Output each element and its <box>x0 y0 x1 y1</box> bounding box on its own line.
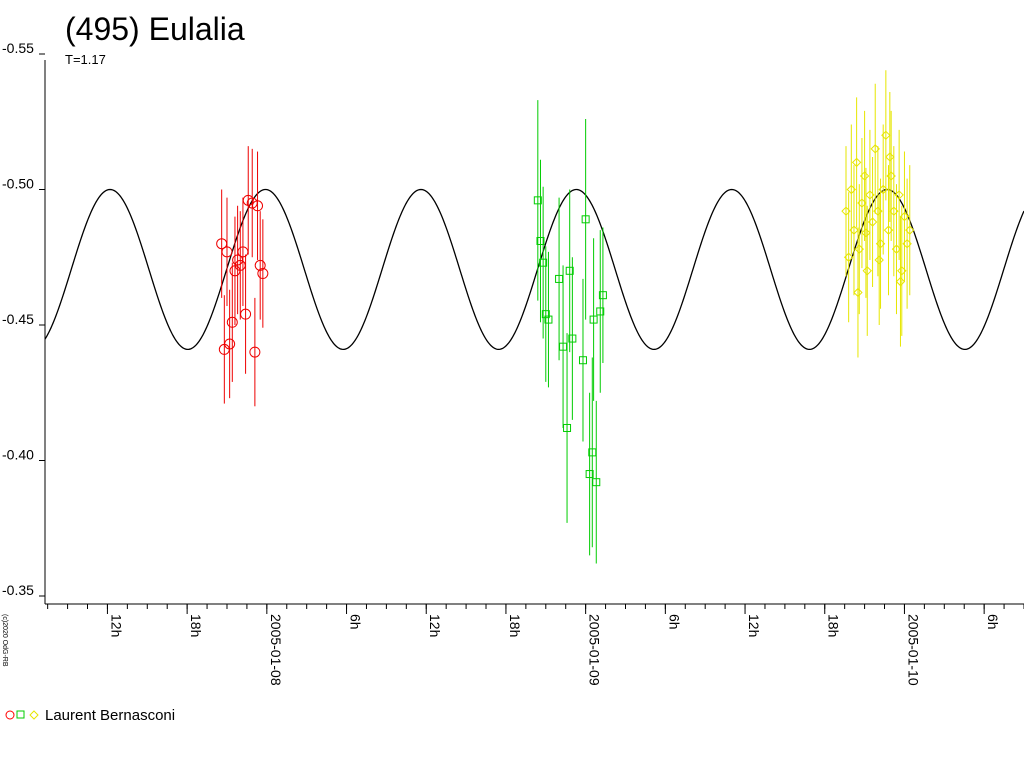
data-point-square <box>536 236 545 245</box>
data-point-diamond <box>851 157 862 168</box>
data-point-circle <box>221 246 233 258</box>
legend: Laurent Bernasconi <box>5 707 175 724</box>
x-tick-label: 18h <box>507 614 523 637</box>
chart-subtitle: T=1.17 <box>65 52 106 67</box>
y-tick-label: -0.45 <box>2 311 34 327</box>
data-point-square <box>596 307 605 316</box>
data-series <box>216 70 915 564</box>
data-point-square <box>533 196 542 205</box>
y-axis-ticks: -0.55 -0.50 -0.45 -0.40 -0.35 <box>2 40 45 598</box>
data-point-circle <box>226 316 238 328</box>
series-circle <box>216 146 269 407</box>
x-tick-label: 12h <box>108 614 124 637</box>
x-tick-label: 2005-01-10 <box>905 614 921 686</box>
data-point-circle <box>249 346 261 358</box>
data-point-circle <box>254 259 266 271</box>
data-point-square <box>563 423 572 432</box>
data-point-diamond <box>862 266 872 276</box>
legend-circle-marker <box>5 710 15 720</box>
x-tick-label: 18h <box>826 614 842 637</box>
x-axis-ticks: 12h 18h 2005-01-08 6h 12h 18h 2005-01-09 6h 12h 1… <box>47 604 1024 686</box>
y-tick-label: -0.50 <box>2 176 34 192</box>
data-point-square <box>539 258 548 267</box>
data-point-diamond <box>849 225 859 235</box>
y-tick-label: -0.40 <box>2 447 34 463</box>
data-point-diamond <box>881 130 891 141</box>
data-point-square <box>578 356 587 365</box>
data-point-square <box>544 315 553 324</box>
data-point-square <box>592 478 601 487</box>
series-diamond <box>841 70 915 358</box>
data-point-diamond <box>894 190 904 200</box>
x-tick-label: 18h <box>188 614 204 637</box>
data-point-square <box>598 291 607 300</box>
data-point-square <box>585 470 594 479</box>
data-point-diamond <box>861 228 871 238</box>
x-tick-label: 6h <box>348 614 364 630</box>
data-point-circle <box>240 308 252 320</box>
data-point-diamond <box>853 287 863 298</box>
data-point-circle <box>224 338 236 350</box>
x-tick-label: 6h <box>666 614 682 630</box>
chart-title: (495) Eulalia <box>65 11 245 47</box>
y-tick-label: -0.35 <box>2 582 34 598</box>
data-point-diamond <box>874 255 884 265</box>
data-point-square <box>589 315 598 324</box>
series-square <box>533 100 607 564</box>
legend-diamond-marker <box>29 710 39 720</box>
data-point-square <box>568 334 577 343</box>
data-point-diamond <box>843 252 854 262</box>
copyright-text: (c)2020 OdG-RB <box>1 614 8 667</box>
data-point-diamond <box>859 171 870 181</box>
data-point-diamond <box>905 225 915 235</box>
legend-label: Laurent Bernasconi <box>45 707 175 724</box>
model-curve <box>44 188 1024 351</box>
data-point-square <box>541 310 550 319</box>
data-point-diamond <box>885 152 895 162</box>
x-tick-label: 2005-01-09 <box>587 614 603 686</box>
plot-area: -0.55 -0.50 -0.45 -0.40 -0.35 12h 18h 2005-01-… <box>2 40 1024 686</box>
y-tick-label: -0.55 <box>2 40 34 56</box>
x-tick-label: 2005-01-08 <box>268 614 284 686</box>
legend-square-marker <box>16 710 25 719</box>
x-tick-label: 12h <box>746 614 762 637</box>
data-point-square <box>565 266 574 275</box>
x-tick-label: 6h <box>985 614 1001 630</box>
data-point-circle <box>257 268 269 280</box>
data-point-diamond <box>895 276 906 287</box>
x-tick-label: 12h <box>427 614 443 637</box>
data-point-circle <box>252 200 264 212</box>
data-point-diamond <box>867 217 878 227</box>
data-point-square <box>581 215 590 224</box>
